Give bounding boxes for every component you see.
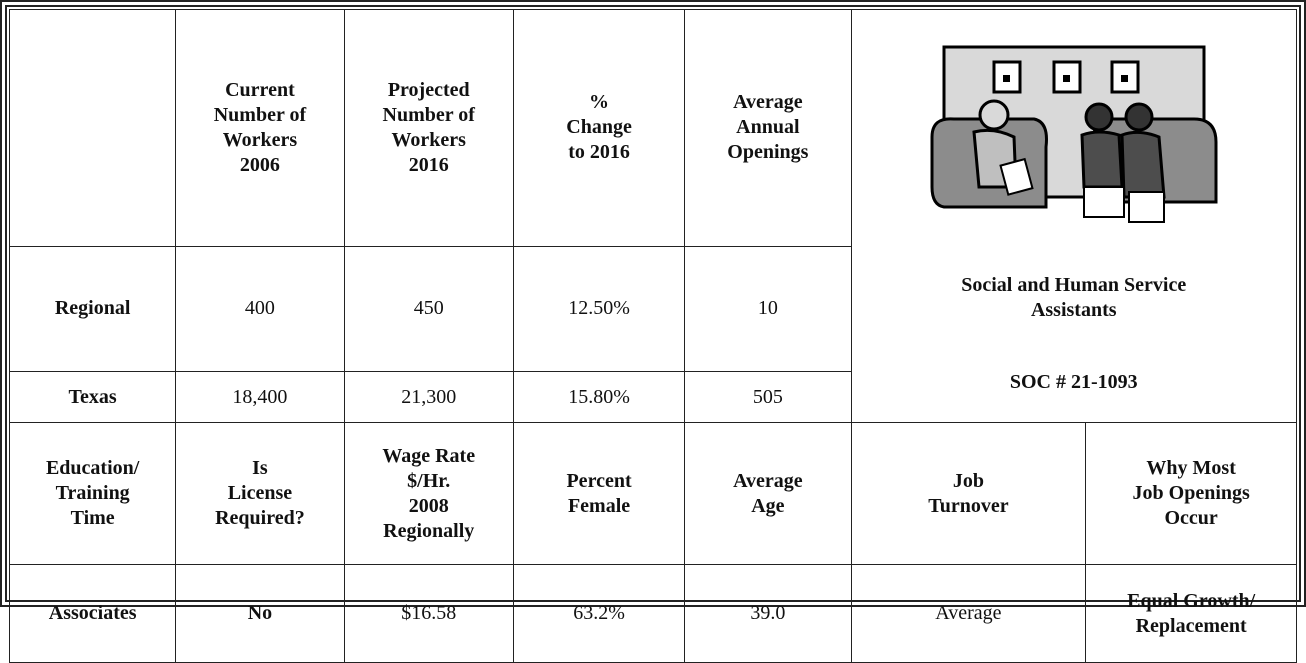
header-cell: Why Most Job Openings Occur xyxy=(1086,423,1297,565)
cell: 21,300 xyxy=(344,372,513,423)
row-label: Regional xyxy=(10,246,176,372)
illustration-cell xyxy=(851,10,1297,247)
cell: 450 xyxy=(344,246,513,372)
table-row: Regional 400 450 12.50% 10 Social and Hu… xyxy=(10,246,1297,372)
cell: Equal Growth/ Replacement xyxy=(1086,565,1297,663)
cell: 63.2% xyxy=(513,565,684,663)
header-cell: Projected Number of Workers 2016 xyxy=(344,10,513,247)
header-cell: Job Turnover xyxy=(851,423,1086,565)
header-cell: Average Annual Openings xyxy=(685,10,851,247)
cell: 10 xyxy=(685,246,851,372)
page-frame: Current Number of Workers 2006 Projected… xyxy=(0,0,1306,607)
header-cell: % Change to 2016 xyxy=(513,10,684,247)
header-row: Current Number of Workers 2006 Projected… xyxy=(10,10,1297,247)
cell: $16.58 xyxy=(344,565,513,663)
cell: Average xyxy=(851,565,1086,663)
row-label: Texas xyxy=(10,372,176,423)
empty-cell xyxy=(10,10,176,247)
header-cell: Percent Female xyxy=(513,423,684,565)
cell: 39.0 xyxy=(685,565,851,663)
occupation-title: Social and Human Service Assistants xyxy=(856,273,1293,323)
cell: 400 xyxy=(176,246,344,372)
table-row: Associates No $16.58 63.2% 39.0 Average … xyxy=(10,565,1297,663)
cell: 15.80% xyxy=(513,372,684,423)
cell: No xyxy=(176,565,344,663)
cell: 18,400 xyxy=(176,372,344,423)
header-cell: Average Age xyxy=(685,423,851,565)
soc-code: SOC # 21-1093 xyxy=(856,370,1293,395)
cell: 12.50% xyxy=(513,246,684,372)
occupation-table: Current Number of Workers 2006 Projected… xyxy=(9,9,1297,663)
header-cell: Wage Rate $/Hr. 2008 Regionally xyxy=(344,423,513,565)
cell: 505 xyxy=(685,372,851,423)
occupation-cell: Social and Human Service Assistants SOC … xyxy=(851,246,1297,423)
header-cell: Education/ Training Time xyxy=(10,423,176,565)
cell: Associates xyxy=(10,565,176,663)
header-row: Education/ Training Time Is License Requ… xyxy=(10,423,1297,565)
header-cell: Current Number of Workers 2006 xyxy=(176,10,344,247)
illustration xyxy=(924,37,1224,237)
header-cell: Is License Required? xyxy=(176,423,344,565)
